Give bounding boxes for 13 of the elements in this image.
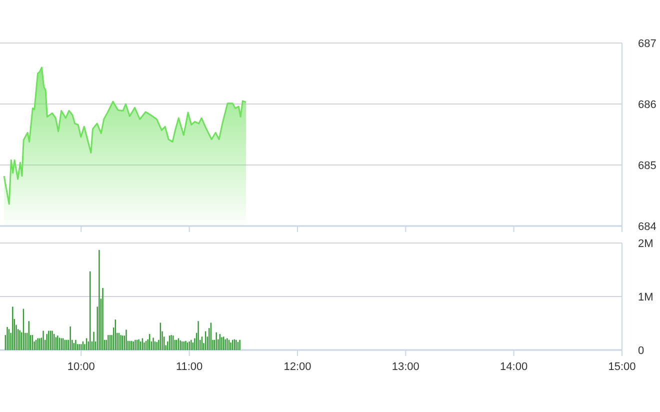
y-tick-label: 684 [638, 220, 656, 233]
y-tick-label: 0 [638, 344, 644, 357]
x-tick-label: 11:00 [176, 361, 203, 373]
x-tick-label: 15:00 [608, 361, 636, 373]
y-tick-label: 2M [638, 238, 654, 250]
y-tick-label: 1M [638, 291, 654, 304]
x-tick-label: 14:00 [500, 361, 528, 373]
x-tick-label: 10:00 [67, 361, 95, 373]
y-tick-label: 686 [638, 98, 656, 111]
x-tick-label: 12:00 [284, 361, 312, 373]
x-tick-label: 13:00 [392, 361, 420, 373]
y-tick-label: 685 [638, 160, 656, 172]
y-tick-label: 687 [638, 38, 656, 50]
